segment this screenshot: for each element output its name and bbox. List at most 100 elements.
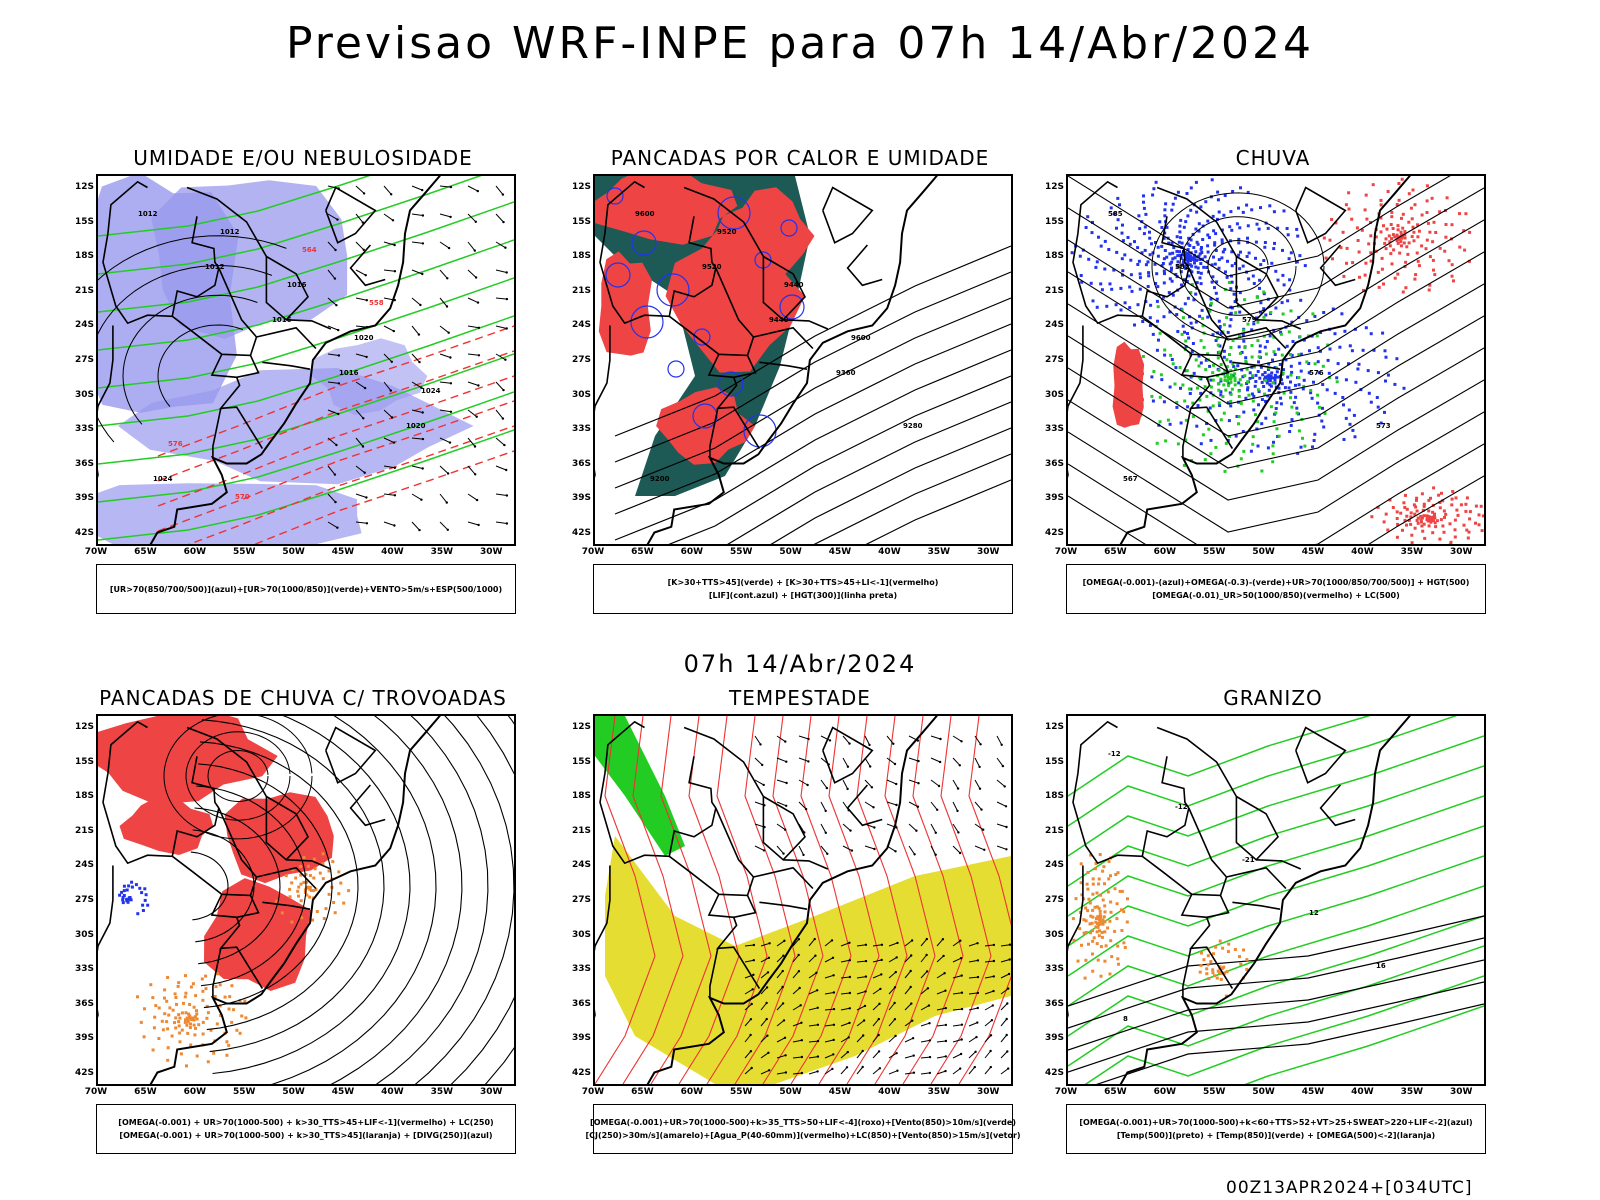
- wind-arrowhead: [505, 271, 508, 274]
- precip-pixel: [1227, 942, 1231, 946]
- precip-pixel: [1273, 376, 1277, 380]
- wind-arrowhead: [1005, 848, 1008, 851]
- precip-pixel: [1122, 941, 1126, 945]
- precip-pixel: [1115, 250, 1119, 254]
- latitude-tick-label: 24S: [1044, 860, 1064, 871]
- precip-pixel: [1162, 281, 1166, 285]
- wind-arrowhead: [336, 526, 339, 529]
- wind-vector: [888, 1002, 895, 1011]
- wind-arrowhead: [870, 786, 874, 789]
- precip-pixel: [1239, 250, 1242, 254]
- precip-pixel: [1428, 255, 1432, 259]
- wind-vector: [760, 1018, 768, 1027]
- precip-pixel: [1170, 260, 1174, 264]
- wind-vector: [856, 944, 866, 947]
- precip-pixel: [1121, 269, 1125, 273]
- precip-pixel: [1228, 435, 1231, 438]
- wind-vector: [411, 437, 423, 440]
- precip-pixel: [1097, 882, 1101, 886]
- state-border: [212, 948, 222, 998]
- wind-vector: [744, 1050, 752, 1059]
- latitude-tick-label: 27S: [571, 895, 591, 905]
- precip-pixel: [1231, 362, 1235, 366]
- state-border: [236, 895, 260, 919]
- precip-pixel: [1391, 506, 1395, 509]
- state-border: [1180, 353, 1234, 450]
- wind-vector: [808, 972, 817, 979]
- wind-arrowhead: [910, 954, 913, 957]
- precip-pixel: [1250, 208, 1254, 212]
- precip-pixel: [1146, 260, 1150, 264]
- precip-pixel: [1430, 196, 1434, 200]
- precip-pixel: [1302, 378, 1306, 382]
- precip-pixel: [1299, 352, 1303, 356]
- precip-pixel: [1169, 353, 1173, 357]
- precip-pixel: [1420, 520, 1423, 524]
- wind-vector: [904, 1037, 914, 1043]
- contour-value-label: 9600: [851, 334, 871, 342]
- precip-pixel: [1454, 496, 1458, 500]
- precip-pixel: [1422, 514, 1426, 518]
- precip-pixel: [1369, 251, 1373, 255]
- precip-pixel: [1289, 380, 1292, 384]
- wind-arrowhead: [1006, 1050, 1009, 1053]
- precip-pixel: [1210, 178, 1214, 182]
- wind-arrowhead: [334, 248, 337, 252]
- wind-vector: [467, 409, 478, 418]
- precip-pixel: [1251, 274, 1255, 278]
- wind-vector: [856, 1035, 864, 1043]
- lifted-index-contour: [718, 371, 744, 397]
- legend-text: [UR>70(850/700/500)](azul)+[UR>70(1000/8…: [109, 584, 503, 594]
- precip-pixel: [1119, 286, 1123, 290]
- precip-pixel: [1415, 519, 1419, 522]
- precip-pixel: [1201, 238, 1205, 241]
- precip-pixel: [1397, 198, 1401, 202]
- latitude-tick-label: 33S: [74, 964, 94, 975]
- precip-pixel: [1233, 948, 1237, 951]
- wind-arrowhead: [759, 743, 762, 746]
- wind-vector: [952, 940, 961, 947]
- precip-pixel: [1241, 264, 1245, 268]
- precip-pixel: [1174, 366, 1178, 370]
- precip-pixel: [1258, 286, 1261, 290]
- precip-pixel: [1351, 428, 1355, 432]
- wind-arrowhead: [752, 943, 756, 947]
- temp500-contour: [1068, 959, 1484, 1051]
- wind-arrowhead: [421, 188, 424, 192]
- precip-pixel: [1320, 419, 1324, 423]
- wind-vector: [920, 1005, 930, 1011]
- precip-pixel: [1371, 183, 1375, 187]
- longitude-tick-label: 35W: [927, 547, 951, 557]
- wind-vector: [776, 757, 787, 763]
- wind-vector: [792, 970, 800, 979]
- precip-pixel: [1093, 867, 1097, 871]
- wind-arrowhead: [864, 943, 868, 946]
- precip-pixel: [183, 1020, 187, 1024]
- east-coastline: [1119, 176, 1411, 544]
- wind-vector: [1000, 988, 1009, 995]
- precip-pixel: [1212, 229, 1216, 233]
- precip-pixel: [1223, 375, 1227, 379]
- precip-pixel: [1205, 422, 1209, 425]
- precip-pixel: [1102, 865, 1106, 869]
- precip-pixel: [1407, 518, 1411, 522]
- state-border: [688, 216, 717, 269]
- height-contour: [727, 401, 1011, 544]
- state-border: [265, 795, 309, 861]
- precip-pixel: [1263, 392, 1267, 396]
- precip-pixel: [1427, 498, 1431, 502]
- precip-pixel: [1381, 331, 1385, 335]
- precip-pixel: [1091, 892, 1095, 896]
- wind-arrowhead: [362, 192, 366, 195]
- precip-pixel: [1088, 922, 1092, 926]
- wind-vector: [760, 1052, 769, 1059]
- precip-pixel: [1097, 877, 1101, 881]
- precip-pixel: [1194, 180, 1198, 184]
- precip-pixel: [1311, 445, 1314, 449]
- wind-vector: [411, 269, 423, 275]
- precip-pixel: [1190, 283, 1194, 286]
- precip-pixel: [201, 989, 205, 993]
- precip-pixel: [1404, 493, 1407, 497]
- precip-pixel: [1400, 233, 1404, 237]
- precip-pixel: [1089, 931, 1092, 935]
